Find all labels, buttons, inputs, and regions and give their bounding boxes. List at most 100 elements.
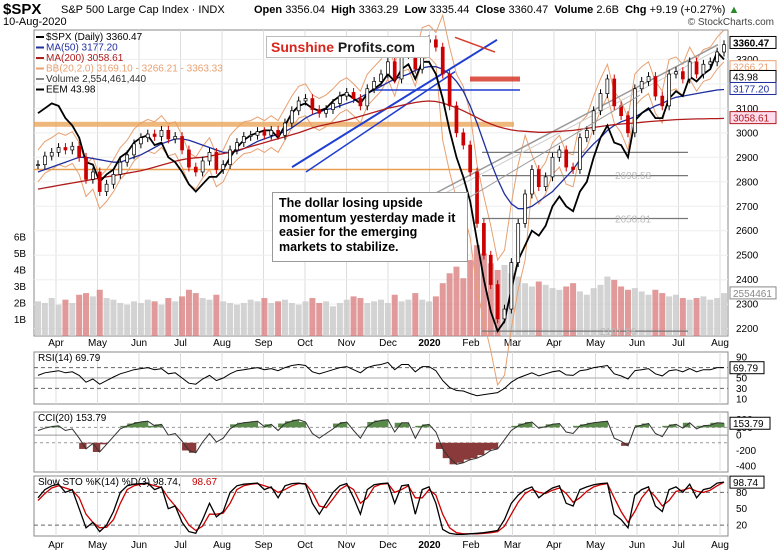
volume-bar xyxy=(227,302,234,336)
volume-bar xyxy=(336,302,343,336)
rsi-tick-label: 10 xyxy=(736,394,748,405)
x-tick-label: Jun xyxy=(131,540,147,551)
volume-bar xyxy=(76,294,83,336)
x-tick-label: Sep xyxy=(255,540,273,551)
volume-bar xyxy=(213,294,220,336)
price-candle-body xyxy=(434,39,438,48)
x-tick-label: Jul xyxy=(174,540,187,551)
cci-positive-fill xyxy=(717,423,725,428)
y-tick-label: 2200 xyxy=(736,324,759,335)
volume-bar xyxy=(137,302,144,336)
price-candle-body xyxy=(667,73,671,107)
cci-positive-fill xyxy=(360,426,368,428)
x-tick-label: May xyxy=(586,540,605,551)
cci-positive-fill xyxy=(140,421,149,428)
sto-tick-label: 80 xyxy=(736,488,748,499)
grey-trendline xyxy=(419,44,719,203)
volume-bar xyxy=(405,299,412,336)
price-candle-body xyxy=(276,130,280,136)
x-tick-label: Nov xyxy=(338,338,356,349)
price-candle-body xyxy=(557,149,562,158)
x-tick-label: Oct xyxy=(297,540,313,551)
cci-negative-fill xyxy=(86,442,94,444)
cci-positive-fill xyxy=(710,422,718,428)
volume-bar xyxy=(583,294,590,336)
price-candle-body xyxy=(173,136,178,140)
price-candle-body xyxy=(379,73,383,82)
cci-value-label: 153.79 xyxy=(733,419,764,430)
price-candle-body xyxy=(111,174,116,185)
volume-bar xyxy=(275,301,282,336)
cci-negative-fill xyxy=(463,442,471,460)
cci-positive-fill xyxy=(518,423,526,428)
y-tick-label: 2700 xyxy=(736,202,759,213)
y-tick-label: 2600 xyxy=(736,226,759,237)
x-tick-label: Apr xyxy=(546,540,562,551)
volume-bar xyxy=(343,299,350,336)
volume-bar xyxy=(384,302,391,336)
y-tick-label: 2800 xyxy=(736,177,759,188)
price-candle-body xyxy=(392,61,397,80)
x-tick-label: May xyxy=(586,338,605,349)
sto-tick-label: 50 xyxy=(736,504,748,515)
volume-bar xyxy=(480,253,487,336)
price-candle-body xyxy=(708,61,713,65)
legend-label: BB(20,2.0) 3169.10 - 3266.21 - 3363.33 xyxy=(46,64,223,75)
resistance-band-red xyxy=(470,76,520,82)
volume-tick-label: 1B xyxy=(14,315,27,326)
volume-bar xyxy=(563,286,570,336)
volume-bar xyxy=(117,302,124,336)
cci-positive-fill xyxy=(134,422,142,428)
x-tick-label: Mar xyxy=(504,540,522,551)
price-candle-body xyxy=(317,109,322,114)
volume-bar xyxy=(426,301,433,336)
price-candle-body xyxy=(475,171,479,224)
price-candle-body xyxy=(56,147,61,153)
stockcharts-credit: © StockCharts.com xyxy=(687,17,774,28)
price-candle-body xyxy=(132,143,136,156)
cci-positive-fill xyxy=(703,425,711,428)
volume-bar xyxy=(371,301,378,336)
price-candle-body xyxy=(502,308,507,320)
legend-label: MA(50) 3177.20 xyxy=(46,43,118,54)
price-candle-body xyxy=(632,88,637,134)
price-candle-body xyxy=(303,98,308,102)
volume-bar xyxy=(522,283,529,336)
price-candle-body xyxy=(125,154,130,163)
volume-bar xyxy=(487,263,494,336)
cci-positive-fill xyxy=(593,422,602,428)
volume-bar xyxy=(453,266,460,336)
callout-pointer xyxy=(469,94,641,198)
volume-bar xyxy=(570,283,577,336)
x-tick-label: Jun xyxy=(629,338,645,349)
volume-bar xyxy=(158,304,165,336)
price-candle-body xyxy=(598,93,603,112)
cci-positive-fill xyxy=(662,425,670,428)
x-tick-label: Nov xyxy=(338,540,356,551)
cci-positive-fill xyxy=(250,421,259,428)
cci-negative-fill xyxy=(477,442,485,456)
sto-title: Slow STO %K(14) %D(3) 98.74, xyxy=(38,477,181,488)
volume-bar xyxy=(89,296,96,336)
price-candle-body xyxy=(283,122,287,136)
volume-bar xyxy=(220,301,227,336)
level-label: 2650.81 xyxy=(615,214,652,225)
x-tick-label: May xyxy=(88,540,107,551)
price-candle-body xyxy=(296,100,301,112)
right-value-label: 3360.47 xyxy=(733,38,770,49)
volume-bar xyxy=(432,296,439,336)
volume-bar xyxy=(329,306,336,336)
volume-bar xyxy=(309,298,316,336)
volume-bar xyxy=(179,296,186,336)
volume-bar xyxy=(398,301,405,336)
cci-positive-fill xyxy=(600,421,608,428)
volume-bar xyxy=(350,296,357,336)
right-value-label: 2554461 xyxy=(733,289,772,300)
volume-bar xyxy=(501,265,508,336)
x-tick-label: Aug xyxy=(213,540,231,551)
volume-bar xyxy=(268,302,275,336)
price-candle-body xyxy=(358,98,363,107)
chart-header: $SPX S&P 500 Large Cap Index · INDX 10-A… xyxy=(0,0,780,30)
price-candle-body xyxy=(104,183,109,192)
